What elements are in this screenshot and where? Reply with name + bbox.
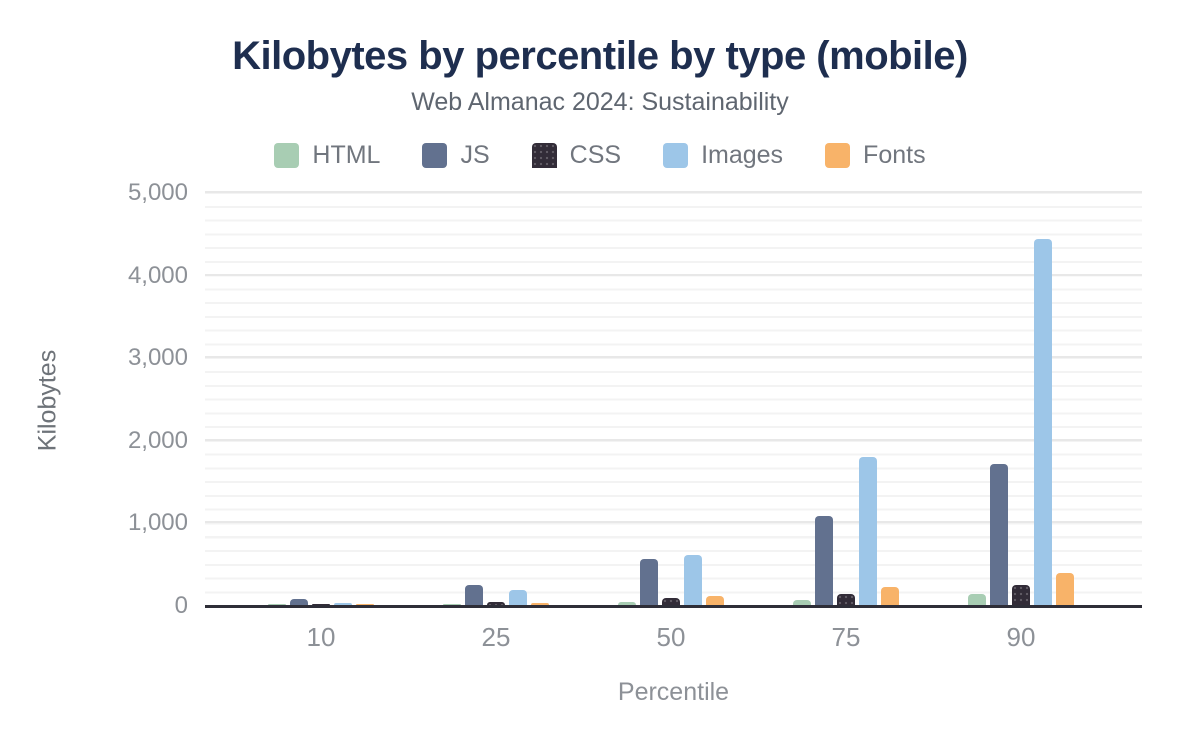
legend-label: JS bbox=[460, 140, 490, 169]
bar-images-p25 bbox=[509, 590, 527, 605]
legend-swatch-images bbox=[663, 142, 689, 168]
chart-title: Kilobytes by percentile by type (mobile) bbox=[232, 34, 968, 78]
bar-fonts-p10 bbox=[356, 604, 374, 605]
legend-item-css: CSS bbox=[531, 140, 622, 170]
legend-swatch-html bbox=[274, 142, 300, 168]
legend-item-html: HTML bbox=[274, 141, 380, 170]
bar-fonts-p25 bbox=[531, 603, 549, 605]
legend-label: Images bbox=[701, 140, 784, 169]
bar-css-p50 bbox=[662, 598, 680, 605]
legend-item-images: Images bbox=[663, 141, 783, 170]
legend-label: HTML bbox=[312, 140, 381, 169]
gridline bbox=[205, 273, 1142, 276]
y-tick-label: 0 bbox=[174, 592, 188, 619]
bar-html-p25 bbox=[443, 604, 461, 605]
bar-html-p10 bbox=[268, 604, 286, 605]
bar-js-p50 bbox=[640, 559, 658, 605]
y-tick-label: 2,000 bbox=[127, 426, 188, 454]
bar-js-p25 bbox=[465, 585, 483, 605]
bar-css-p25 bbox=[487, 602, 505, 605]
bar-images-p90 bbox=[1034, 239, 1052, 605]
bar-fonts-p50 bbox=[706, 596, 724, 605]
y-tick-label: 1,000 bbox=[127, 509, 188, 537]
legend-item-fonts: Fonts bbox=[825, 141, 926, 170]
bar-images-p10 bbox=[334, 603, 352, 605]
x-tick-label: 50 bbox=[656, 622, 686, 652]
bar-css-p75 bbox=[837, 594, 855, 605]
chart-subtitle: Web Almanac 2024: Sustainability bbox=[411, 88, 789, 116]
gridline bbox=[205, 438, 1142, 441]
bar-images-p75 bbox=[859, 457, 877, 605]
bar-html-p90 bbox=[968, 594, 986, 605]
bar-js-p90 bbox=[990, 464, 1008, 605]
bar-html-p75 bbox=[793, 600, 811, 605]
x-tick-label: 25 bbox=[481, 622, 511, 652]
bar-images-p50 bbox=[684, 555, 702, 605]
x-axis-title: Percentile bbox=[617, 678, 730, 706]
y-tick-label: 4,000 bbox=[127, 261, 188, 289]
bar-html-p50 bbox=[618, 602, 636, 605]
legend-item-js: JS bbox=[422, 140, 490, 170]
plot-area bbox=[205, 191, 1142, 605]
legend-swatch-fonts bbox=[825, 142, 851, 168]
bar-css-p10 bbox=[312, 604, 330, 605]
y-tick-label: 5,000 bbox=[127, 179, 188, 206]
legend-label: CSS bbox=[569, 140, 622, 169]
bar-css-p90 bbox=[1012, 585, 1030, 605]
gridline bbox=[205, 521, 1142, 524]
legend: HTML JS CSS Images Fonts bbox=[0, 140, 1200, 170]
x-tick-label: 75 bbox=[831, 622, 861, 652]
bar-fonts-p90 bbox=[1056, 573, 1074, 605]
y-axis-title: Kilobytes bbox=[33, 349, 62, 452]
y-tick-label: 3,000 bbox=[127, 344, 188, 372]
x-axis-line bbox=[205, 605, 1142, 608]
legend-swatch-css bbox=[531, 142, 557, 168]
legend-label: Fonts bbox=[863, 140, 926, 169]
bar-js-p10 bbox=[290, 599, 308, 605]
bar-js-p75 bbox=[815, 516, 833, 605]
gridline bbox=[205, 191, 1142, 193]
gridline bbox=[205, 356, 1142, 359]
x-tick-label: 90 bbox=[1006, 622, 1036, 652]
x-tick-label: 10 bbox=[306, 622, 336, 652]
bar-fonts-p75 bbox=[881, 587, 899, 605]
legend-swatch-js bbox=[422, 142, 448, 168]
